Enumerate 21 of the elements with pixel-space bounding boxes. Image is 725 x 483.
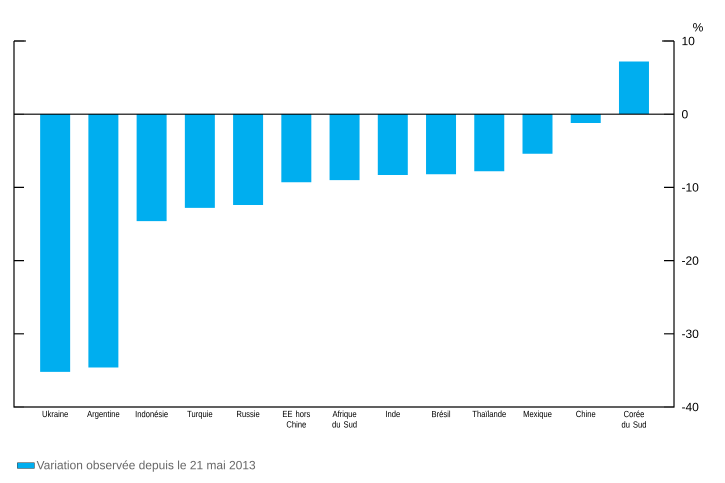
x-tick-label: Argentine	[87, 410, 120, 419]
y-tick-label: -20	[682, 256, 698, 265]
y-tick-label: -40	[682, 402, 698, 412]
y-tick-label: -30	[682, 330, 698, 338]
x-tick-label: EE hors Chine	[282, 410, 310, 428]
y-tick-label: -10	[682, 183, 698, 192]
legend-label: Variation observée depuis le 21 mai 2013	[36, 460, 256, 472]
y-axis-title: %	[693, 23, 703, 32]
y-tick-label: 10	[682, 36, 694, 46]
x-tick-label: Afrique du Sud	[332, 410, 357, 428]
x-tick-label: Ukraine	[42, 410, 68, 418]
x-tick-label: Thaïlande	[472, 410, 506, 418]
x-tick-label: Corée du Sud	[622, 410, 646, 428]
x-tick-label: Inde	[386, 410, 400, 418]
x-tick-label: Turquie	[187, 410, 212, 419]
x-tick-label: Brésil	[432, 410, 450, 418]
x-tick-label: Russie	[237, 410, 260, 418]
x-tick-label: Indonésie	[136, 410, 168, 418]
x-tick-label: Mexique	[524, 410, 552, 419]
y-tick-label: 0	[682, 110, 688, 118]
x-tick-label: Chine	[576, 410, 596, 418]
